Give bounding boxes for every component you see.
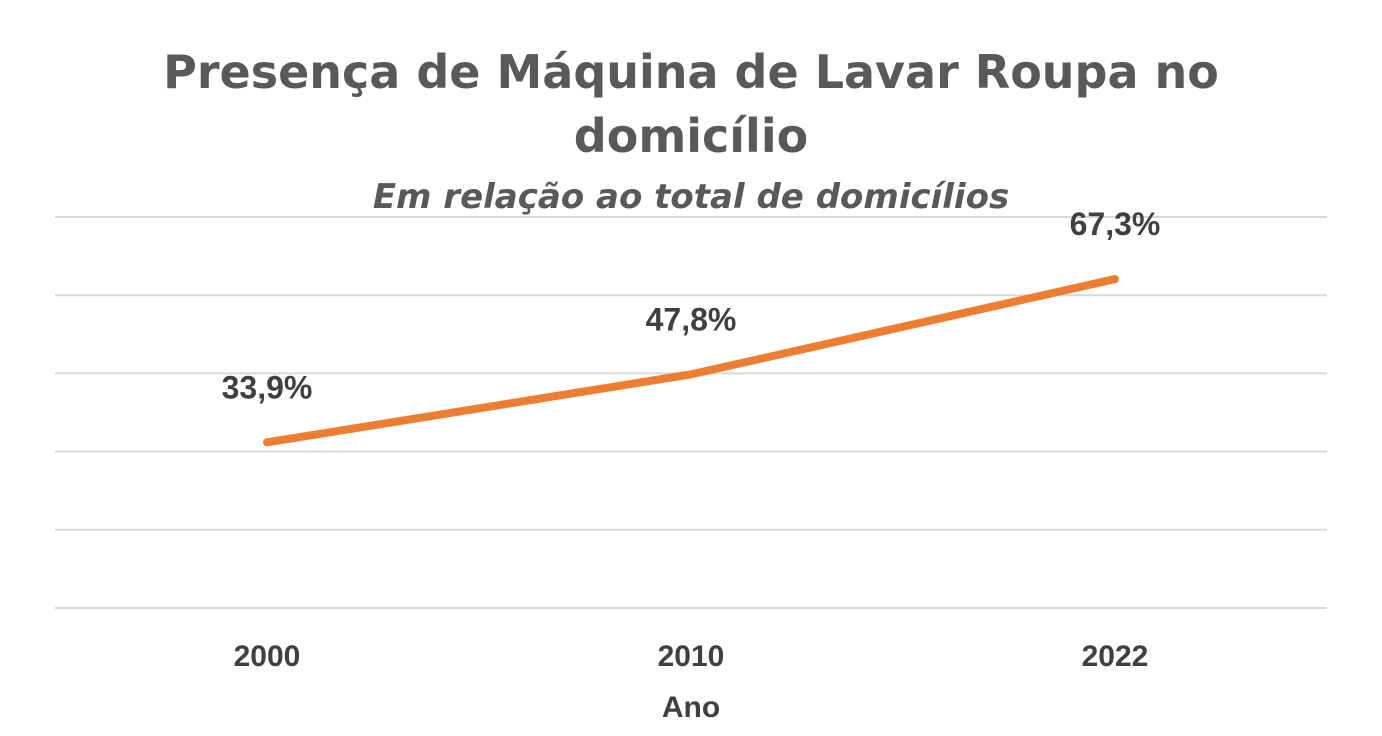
data-point-2010 [690, 373, 692, 375]
data-label-2000: 33,9% [222, 369, 313, 405]
chart-title-line-1: Presença de Máquina de Lavar Roupa no [163, 45, 1219, 99]
gridlines [55, 216, 1327, 609]
x-tick-label-2010: 2010 [658, 640, 725, 673]
x-tick-label-2000: 2000 [234, 640, 301, 673]
data-point-2000 [266, 441, 268, 443]
data-point-2022 [1114, 278, 1116, 280]
x-axis-tick-labels: 2000 2010 2022 [234, 640, 1149, 673]
series-layer: 33,9% 47,8% 67,3% [222, 206, 1161, 447]
data-label-2022: 67,3% [1070, 206, 1161, 242]
x-axis-title: Ano [662, 691, 720, 724]
data-label-2010: 47,8% [646, 301, 737, 337]
chart-title-line-2: domicílio [574, 109, 808, 163]
x-tick-label-2022: 2022 [1082, 640, 1149, 673]
chart-subtitle: Em relação ao total de domicílios [373, 177, 1009, 217]
